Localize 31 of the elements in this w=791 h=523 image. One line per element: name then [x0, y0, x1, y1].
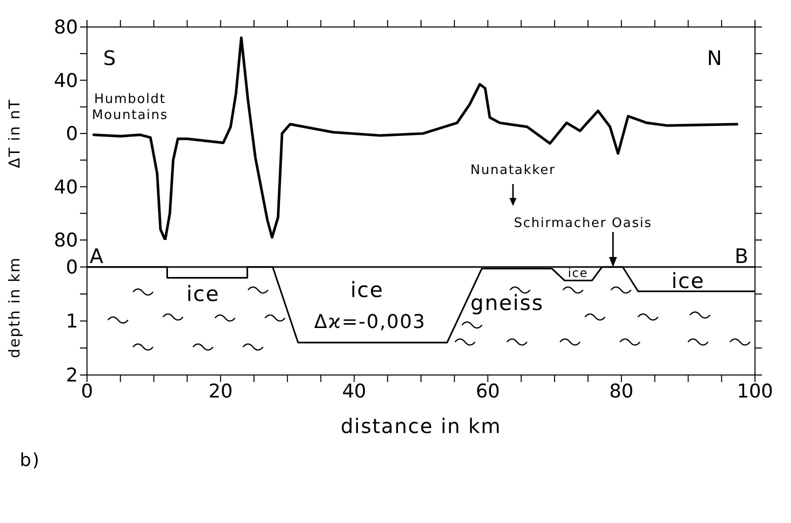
annotation: Nunatakker: [470, 162, 556, 178]
text: b): [20, 450, 40, 470]
y-tick-label: 1: [66, 310, 78, 333]
y-tick-label: 40: [54, 176, 78, 198]
annotation: S: [103, 46, 117, 70]
annotation: ice: [671, 269, 705, 293]
annotation: ice: [568, 266, 588, 280]
x-tick-label: 60: [476, 380, 500, 402]
y-tick-label: 2: [66, 364, 78, 387]
annotation: B: [734, 244, 750, 268]
y-axis-title: depth in km: [5, 256, 24, 358]
annotation: N: [707, 46, 723, 70]
x-tick-label: 80: [609, 380, 634, 402]
annotation: Schirmacher Oasis: [514, 216, 652, 230]
annotation: Humboldt Mountains: [92, 92, 168, 122]
x-axis-title: distance in km: [340, 414, 502, 438]
annotation: ice: [186, 282, 220, 306]
annotation: Δϰ=-0,003: [314, 311, 426, 333]
x-tick-label: 0: [80, 380, 94, 402]
x-tick-label: 40: [342, 380, 366, 402]
y-tick-label: 40: [54, 70, 78, 92]
x-tick-label: 20: [208, 380, 233, 402]
annotation: A: [90, 244, 104, 268]
y-tick-label: 0: [66, 256, 78, 279]
y-tick-label: 80: [54, 16, 78, 39]
x-tick-label: 100: [736, 380, 774, 402]
y-tick-label: 0: [66, 123, 78, 146]
y-axis-title: ΔT in nT: [5, 98, 24, 168]
annotation: gneiss: [470, 291, 544, 315]
annotation: ice: [350, 278, 384, 302]
y-tick-label: 80: [54, 230, 78, 252]
